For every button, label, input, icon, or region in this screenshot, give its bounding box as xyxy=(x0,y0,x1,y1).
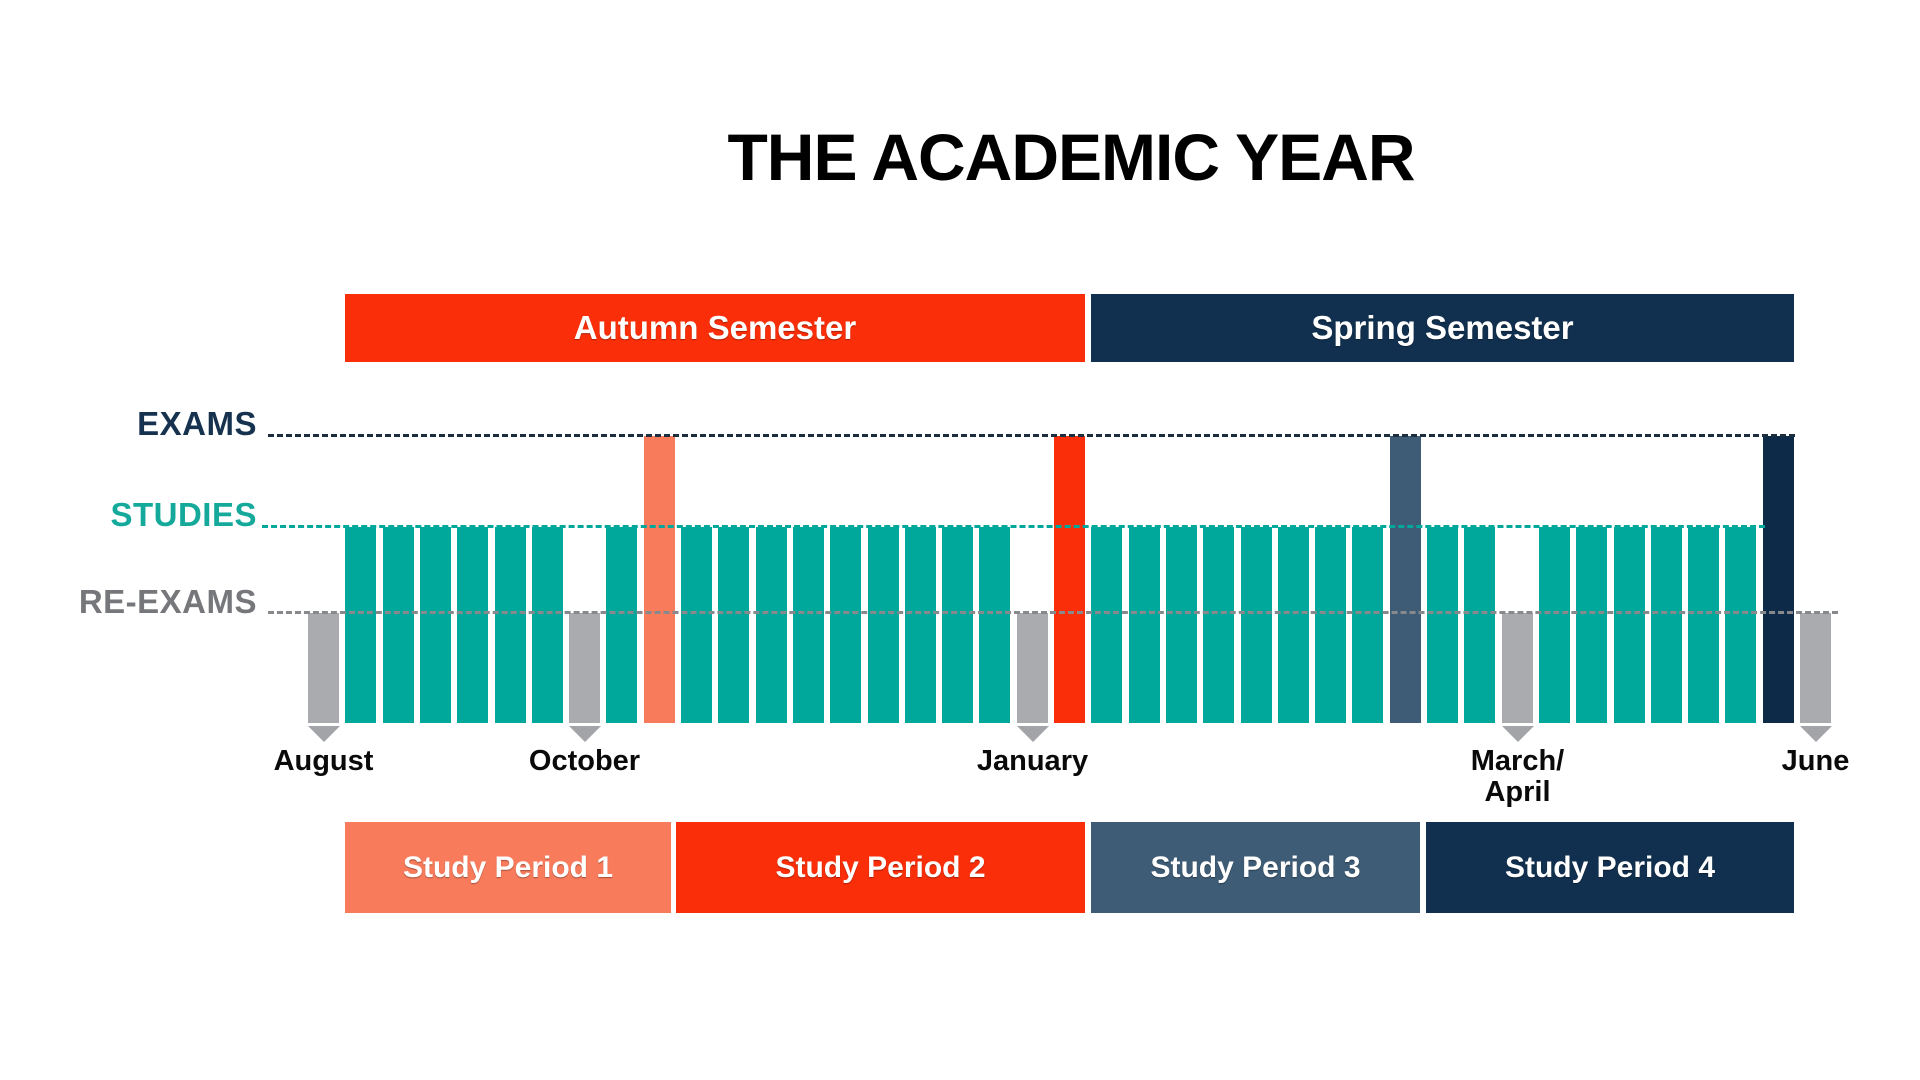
study-period-1-bar: Study Period 1 xyxy=(345,822,671,913)
month-label: January xyxy=(976,745,1089,777)
re-exams-row-label: RE-EXAMS xyxy=(78,583,257,620)
studies-week-bar xyxy=(979,527,1010,723)
studies-week-bar xyxy=(383,527,414,723)
studies-week-bar xyxy=(1091,527,1122,723)
studies-week-bar xyxy=(793,527,824,723)
exam-bar-period-3 xyxy=(1390,436,1421,723)
exam-bar-period-1 xyxy=(644,436,675,723)
studies-week-bar xyxy=(1614,527,1645,723)
study-period-2-bar: Study Period 2 xyxy=(676,822,1085,913)
re-exam-bar xyxy=(569,613,600,723)
studies-week-bar xyxy=(1576,527,1607,723)
month-arrow-icon xyxy=(568,726,601,742)
studies-week-bar xyxy=(1427,527,1458,723)
month-label: June xyxy=(1781,745,1850,777)
studies-week-bar xyxy=(1166,527,1197,723)
study-period-4-label: Study Period 4 xyxy=(1504,850,1716,884)
studies-week-bar xyxy=(868,527,899,723)
spring-semester-bar: Spring Semester xyxy=(1091,294,1794,362)
re-exam-bar xyxy=(1800,613,1831,723)
studies-week-bar xyxy=(1688,527,1719,723)
month-label: October xyxy=(528,745,641,777)
study-period-2-label: Study Period 2 xyxy=(775,850,986,884)
studies-week-bar xyxy=(606,527,637,723)
studies-week-bar xyxy=(1651,527,1682,723)
studies-week-bar xyxy=(1315,527,1346,723)
studies-week-bar xyxy=(420,527,451,723)
studies-dashed-line xyxy=(262,525,1765,528)
re-exam-bar xyxy=(308,613,339,723)
study-period-4-bar: Study Period 4 xyxy=(1426,822,1794,913)
studies-week-bar xyxy=(1278,527,1309,723)
studies-week-bar xyxy=(457,527,488,723)
studies-week-bar xyxy=(681,527,712,723)
studies-week-bar xyxy=(830,527,861,723)
studies-week-bar xyxy=(345,527,376,723)
month-label: August xyxy=(273,745,374,777)
studies-row-label: STUDIES xyxy=(110,496,257,533)
month-arrow-icon xyxy=(1501,726,1534,742)
studies-week-bar xyxy=(1539,527,1570,723)
month-label: March/April xyxy=(1470,745,1565,808)
studies-week-bar xyxy=(532,527,563,723)
re-exam-bar xyxy=(1502,613,1533,723)
study-period-3-bar: Study Period 3 xyxy=(1091,822,1420,913)
study-period-3-label: Study Period 3 xyxy=(1150,850,1361,884)
studies-week-bar xyxy=(718,527,749,723)
studies-week-bar xyxy=(905,527,936,723)
page-title: THE ACADEMIC YEAR xyxy=(727,120,1415,194)
studies-week-bar xyxy=(1241,527,1272,723)
month-arrow-icon xyxy=(1016,726,1049,742)
exams-row-label: EXAMS xyxy=(137,405,257,442)
studies-week-bar xyxy=(1464,527,1495,723)
studies-week-bar xyxy=(1725,527,1756,723)
re-exam-bar xyxy=(1017,613,1048,723)
autumn-semester-label: Autumn Semester xyxy=(573,309,857,346)
studies-week-bar xyxy=(756,527,787,723)
exams-dashed-line xyxy=(268,434,1795,437)
studies-week-bar xyxy=(495,527,526,723)
autumn-semester-bar: Autumn Semester xyxy=(345,294,1085,362)
study-period-1-label: Study Period 1 xyxy=(402,850,614,884)
exam-bar-period-2 xyxy=(1054,436,1085,723)
studies-week-bar xyxy=(1129,527,1160,723)
studies-week-bar xyxy=(942,527,973,723)
studies-week-bar xyxy=(1352,527,1383,723)
exam-bar-period-4 xyxy=(1763,436,1794,723)
studies-week-bar xyxy=(1203,527,1234,723)
month-arrow-icon xyxy=(307,726,340,742)
spring-semester-label: Spring Semester xyxy=(1311,309,1574,346)
re-exams-dashed-line xyxy=(268,611,1838,614)
month-arrow-icon xyxy=(1799,726,1832,742)
